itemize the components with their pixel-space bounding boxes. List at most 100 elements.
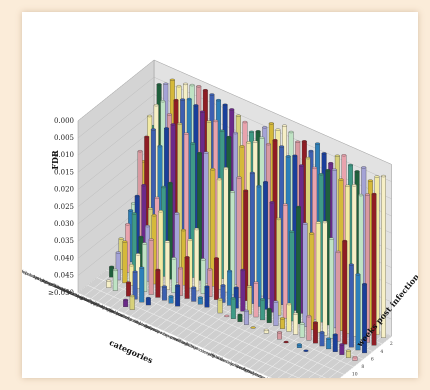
bar bbox=[286, 302, 292, 332]
y-tick-label: ≥0.050 bbox=[48, 289, 74, 297]
bar bbox=[123, 298, 129, 307]
fdr-3d-bar-chart: 0.000 0.005 0.010 0.015 0.020 0.025 0.030 0.035… bbox=[22, 59, 418, 378]
bar bbox=[167, 181, 173, 280]
y-axis-title: FDR bbox=[50, 150, 60, 170]
gridline bbox=[77, 59, 155, 121]
week-label: 2 bbox=[390, 341, 393, 347]
bar bbox=[145, 297, 151, 306]
bar bbox=[381, 174, 386, 338]
bar bbox=[371, 192, 377, 346]
bar bbox=[175, 284, 181, 307]
bar bbox=[184, 256, 190, 299]
bar bbox=[342, 239, 348, 345]
bar bbox=[309, 232, 315, 330]
bar bbox=[237, 313, 243, 322]
bar bbox=[216, 177, 222, 290]
bar bbox=[250, 326, 256, 329]
bar bbox=[339, 343, 345, 355]
bar bbox=[227, 269, 233, 306]
gridline bbox=[77, 77, 155, 139]
bar bbox=[296, 205, 301, 325]
bar bbox=[171, 257, 177, 293]
bar bbox=[220, 284, 226, 303]
bar bbox=[115, 251, 121, 281]
bar bbox=[197, 152, 202, 281]
bar bbox=[174, 212, 180, 283]
bar bbox=[345, 349, 351, 358]
bar bbox=[168, 295, 174, 304]
bar bbox=[256, 184, 262, 307]
bar bbox=[303, 349, 309, 352]
bar bbox=[296, 343, 302, 348]
bar bbox=[289, 230, 295, 322]
bar bbox=[148, 238, 154, 295]
week-label: 10 bbox=[352, 372, 358, 378]
bar bbox=[315, 221, 321, 333]
floor-gridline bbox=[77, 292, 273, 378]
bar bbox=[158, 210, 164, 288]
y-tick-label: 0.025 bbox=[54, 203, 74, 211]
bar bbox=[155, 268, 161, 298]
bar bbox=[230, 190, 235, 296]
x-axis-title: categories bbox=[108, 337, 155, 365]
bar bbox=[312, 321, 318, 344]
bar bbox=[230, 297, 236, 319]
bar bbox=[213, 257, 219, 300]
gridline bbox=[153, 59, 392, 165]
bar bbox=[194, 227, 200, 292]
y-tick-label: 0.040 bbox=[54, 254, 74, 262]
bar bbox=[269, 201, 275, 313]
bar bbox=[302, 222, 308, 327]
bar bbox=[260, 298, 266, 321]
bar bbox=[217, 298, 223, 314]
week-label: 4 bbox=[380, 349, 383, 355]
figure-frame: 0.000 0.005 0.010 0.015 0.020 0.025 0.030 0.035… bbox=[22, 12, 418, 378]
bar bbox=[126, 281, 131, 297]
week-label: 6 bbox=[371, 356, 374, 362]
y-tick-label: 0.015 bbox=[54, 168, 74, 176]
bar bbox=[191, 286, 197, 302]
bar bbox=[352, 355, 358, 361]
bar bbox=[246, 285, 252, 315]
bar bbox=[204, 285, 210, 308]
y-tick-label: 0.000 bbox=[54, 117, 74, 125]
bar bbox=[283, 340, 289, 344]
y-tick-label: 0.035 bbox=[54, 237, 74, 245]
y-tick-label: 0.005 bbox=[54, 134, 74, 142]
y-tick-label: 0.010 bbox=[54, 151, 74, 159]
bar bbox=[203, 151, 209, 284]
bar bbox=[351, 184, 357, 337]
bar bbox=[139, 266, 145, 303]
bar bbox=[190, 142, 196, 278]
bar bbox=[223, 167, 229, 293]
bar bbox=[122, 240, 128, 284]
bar bbox=[244, 309, 249, 325]
bar bbox=[364, 193, 370, 343]
bar bbox=[293, 312, 299, 335]
bar bbox=[329, 237, 334, 339]
bar bbox=[362, 282, 367, 354]
bar bbox=[326, 337, 332, 350]
gridline bbox=[77, 128, 155, 190]
bar bbox=[161, 285, 167, 301]
week-label: 8 bbox=[361, 364, 364, 370]
bar bbox=[322, 220, 328, 336]
week-labels: 246810121416 bbox=[352, 341, 393, 378]
gridline bbox=[77, 94, 155, 156]
bar bbox=[355, 273, 361, 351]
bar bbox=[210, 168, 216, 287]
bar bbox=[197, 296, 203, 305]
bar bbox=[266, 307, 272, 323]
bar bbox=[277, 331, 282, 340]
bar bbox=[224, 314, 230, 318]
bar bbox=[282, 203, 288, 319]
bar bbox=[279, 317, 285, 329]
bar bbox=[335, 250, 341, 342]
bar bbox=[253, 281, 259, 318]
bar bbox=[178, 266, 183, 296]
bar bbox=[332, 333, 338, 352]
bars-group bbox=[106, 78, 386, 361]
bar bbox=[164, 240, 170, 290]
bar bbox=[236, 176, 242, 298]
y-tick-label: 0.020 bbox=[54, 186, 74, 194]
